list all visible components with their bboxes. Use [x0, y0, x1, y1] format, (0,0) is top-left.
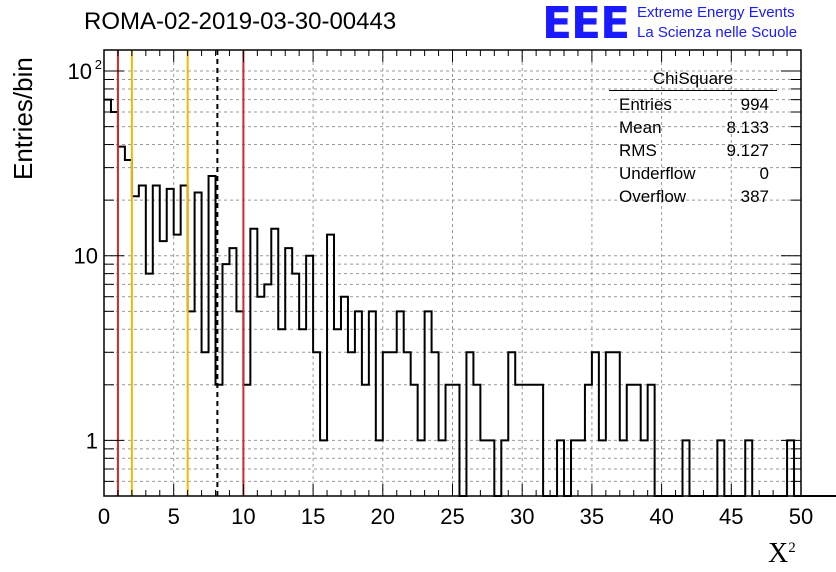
y-tick-label-exponent: 2 — [95, 57, 102, 72]
x-axis-label-sup: 2 — [788, 540, 796, 556]
x-tick-label: 20 — [371, 504, 395, 529]
stats-row-value: 0 — [759, 164, 769, 183]
stats-row-label: RMS — [619, 141, 657, 160]
stats-row: Entries 994 — [609, 93, 777, 116]
stats-row: Mean 8.133 — [609, 116, 777, 139]
x-axis-label: X2 — [768, 538, 796, 570]
stats-row-label: Mean — [619, 118, 662, 137]
stats-title: ChiSquare — [652, 69, 734, 88]
chart-title: ROMA-02-2019-03-30-00443 — [84, 8, 397, 35]
x-tick-label: 0 — [98, 504, 110, 529]
stats-row-value: 8.133 — [726, 118, 769, 137]
stats-divider — [609, 90, 777, 91]
x-tick-label: 30 — [510, 504, 534, 529]
logo-line-1: Extreme Energy Events — [637, 4, 795, 21]
x-tick-label: 45 — [719, 504, 743, 529]
eee-logo: EEE — [542, 0, 630, 49]
stats-row-value: 9.127 — [726, 141, 769, 160]
x-tick-label: 40 — [649, 504, 673, 529]
x-tick-label: 25 — [440, 504, 464, 529]
stats-row-label: Underflow — [619, 164, 696, 183]
x-tick-label: 35 — [580, 504, 604, 529]
logo-line-2: La Scienza nelle Scuole — [637, 24, 798, 41]
stats-row: RMS 9.127 — [609, 139, 777, 162]
y-tick-label: 10 — [68, 59, 92, 84]
y-tick-label: 1 — [86, 428, 98, 453]
stats-row: Overflow 387 — [609, 185, 777, 208]
stats-row: Underflow 0 — [609, 162, 777, 185]
x-tick-label: 15 — [301, 504, 325, 529]
stats-row-label: Overflow — [619, 187, 687, 206]
y-tick-label: 10 — [74, 244, 98, 269]
stats-row-label: Entries — [619, 95, 672, 114]
x-axis-label-base: X — [768, 538, 789, 569]
stats-row-value: 994 — [740, 95, 769, 114]
x-tick-label: 50 — [789, 504, 813, 529]
stats-row-value: 387 — [740, 187, 769, 206]
x-tick-label: 10 — [231, 504, 255, 529]
stats-box: ChiSquare Entries 994 Mean 8.133 RMS 9.127 Und… — [609, 68, 777, 208]
x-tick-label: 5 — [168, 504, 180, 529]
